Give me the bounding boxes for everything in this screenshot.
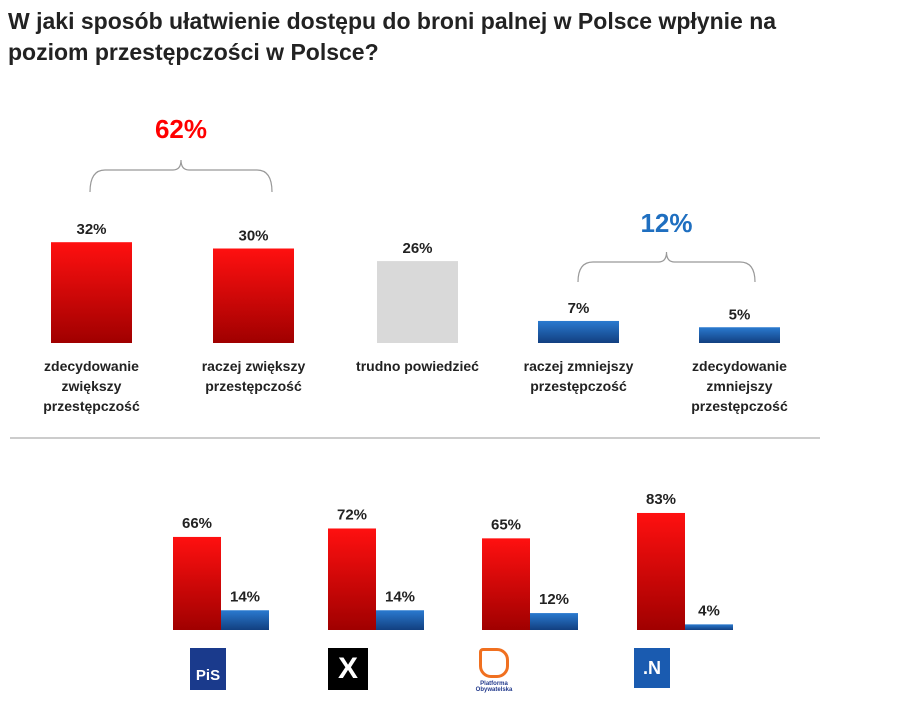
value-label: 30% [238, 228, 268, 245]
value-label: 32% [76, 221, 106, 238]
party-bar-0-1 [328, 528, 376, 630]
party-bar-0-2 [482, 538, 530, 630]
party-bar-1-3 [685, 624, 733, 630]
value-label: 26% [402, 240, 432, 257]
bar-2 [377, 261, 458, 343]
category-label: trudno powiedzieć [356, 358, 479, 374]
bracket-1 [577, 251, 756, 283]
category-label: zdecydowanie zwiększy przestępczość [43, 358, 140, 414]
group-total-label: 12% [640, 208, 692, 238]
party-logo-3: .N [634, 648, 674, 688]
party-value-label: 14% [385, 588, 415, 605]
bar-4 [699, 327, 780, 343]
value-label: 5% [729, 306, 751, 323]
party-logo-1: X [328, 648, 368, 690]
party-logo-0: PiS [190, 648, 230, 690]
category-label: raczej zwiększy przestępczość [201, 358, 306, 394]
bar-3 [538, 320, 619, 343]
category-label: zdecydowanie zmniejszy przestępczość [691, 358, 788, 414]
party-value-label: 83% [646, 491, 676, 508]
party-bar-1-0 [221, 610, 269, 630]
value-label: 7% [568, 300, 590, 317]
category-label: raczej zmniejszy przestępczość [523, 358, 634, 394]
party-bar-1-2 [530, 613, 578, 630]
bracket-0 [89, 159, 273, 193]
party-value-label: 12% [539, 591, 569, 608]
party-value-label: 14% [230, 588, 260, 605]
bar-0 [51, 242, 132, 343]
party-value-label: 65% [491, 516, 521, 533]
group-total-label: 62% [155, 114, 207, 144]
party-logo-2: Platforma Obywatelska [469, 648, 512, 693]
party-bar-0-3 [637, 512, 685, 630]
bar-1 [213, 248, 294, 343]
party-value-label: 4% [698, 602, 720, 619]
party-value-label: 66% [182, 515, 212, 532]
party-bar-1-1 [376, 610, 424, 630]
party-bar-0-0 [173, 536, 221, 630]
chart-title: W jaki sposób ułatwienie dostępu do bron… [8, 8, 777, 65]
party-value-label: 72% [337, 506, 367, 523]
